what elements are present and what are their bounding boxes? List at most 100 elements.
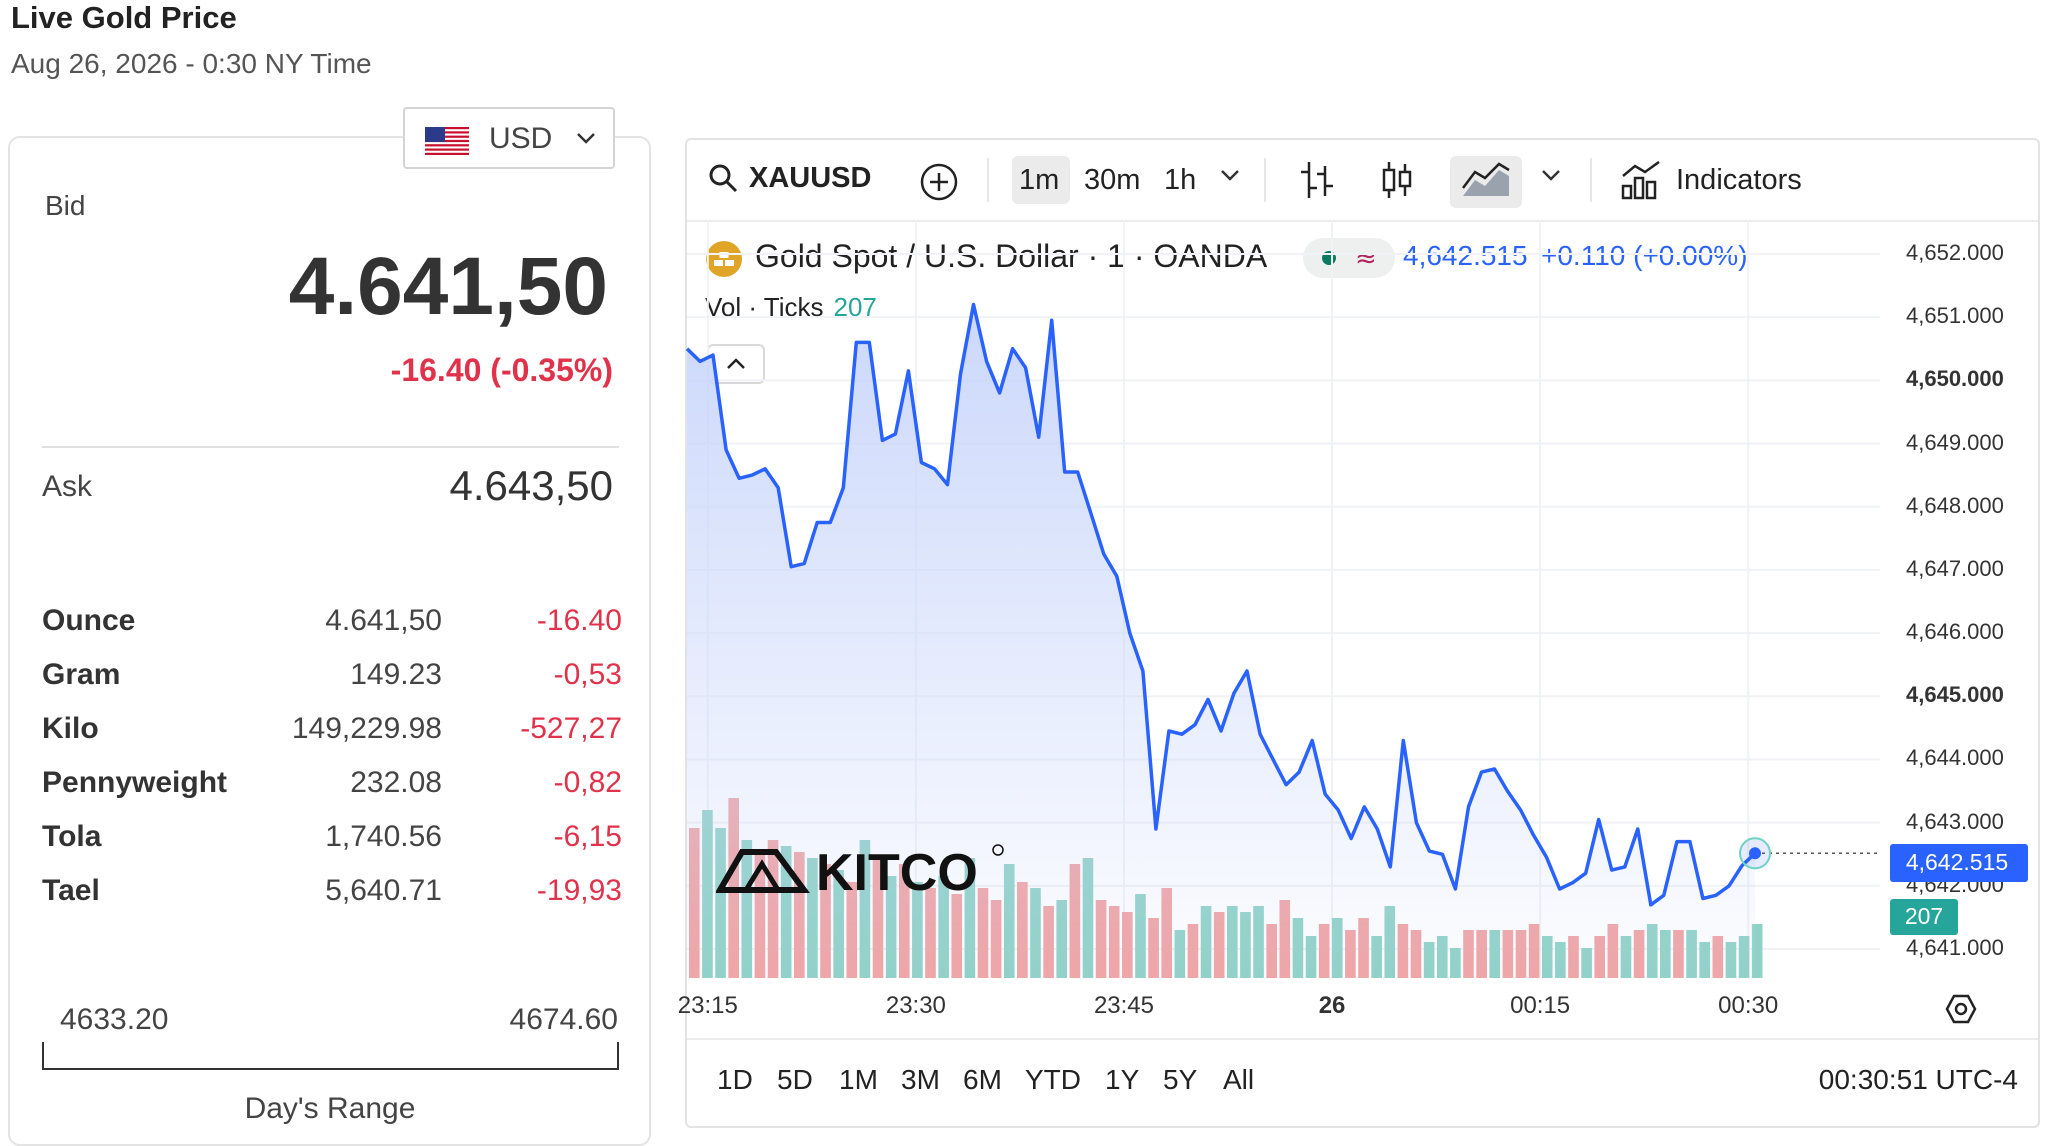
range-1m-button[interactable]: 1M (839, 1064, 878, 1095)
chart-title: Gold Spot / U.S. Dollar · 1 · OANDA (755, 238, 1268, 274)
ask-label: Ask (42, 470, 93, 503)
chart-clock: 00:30:51 UTC-4 (1818, 1064, 2018, 1095)
indicators-button[interactable]: Indicators (1676, 164, 1802, 196)
chevron-up-icon (727, 358, 745, 369)
last-price-tag-label: 4,642.515 (1905, 849, 2009, 875)
last-price-tag: 4,642.515 (1890, 844, 2028, 882)
unit-change: -16.40 (536, 604, 622, 637)
unit-change: -6,15 (553, 820, 622, 853)
x-tick-label: 23:15 (677, 992, 738, 1019)
candles-chart-icon[interactable] (1377, 158, 1417, 202)
area-chart-icon[interactable] (1459, 162, 1513, 202)
unit-row: Tola 1,740.56 -6,15 (42, 820, 622, 860)
price-card (8, 136, 651, 1146)
unit-row: Tael 5,640.71 -19,93 (42, 874, 622, 914)
interval-30m-button[interactable]: 30m (1084, 164, 1141, 196)
currency-select[interactable]: USD (403, 107, 615, 169)
last-price-dot (1749, 847, 1761, 860)
day-range-label: Day's Range (244, 1092, 416, 1125)
page-title: Live Gold Price (11, 0, 237, 35)
x-tick-label: 23:45 (1093, 992, 1154, 1019)
us-flag-icon (425, 127, 469, 155)
kitco-logo: KITCO (716, 844, 1004, 898)
chart-settings-icon[interactable] (1944, 992, 1978, 1026)
legend-last-price: 4,642.515 (1403, 240, 1528, 271)
unit-row: Pennyweight 232.08 -0,82 (42, 766, 622, 806)
indicators-icon[interactable] (1619, 158, 1663, 202)
range-5d-button[interactable]: 5D (777, 1064, 813, 1095)
search-icon[interactable] (707, 162, 739, 194)
unit-name: Ounce (42, 604, 136, 637)
interval-1h-button[interactable]: 1h (1164, 164, 1197, 196)
bars-chart-icon[interactable] (1297, 158, 1337, 202)
unit-row: Ounce 4.641,50 -16.40 (42, 604, 622, 644)
range-1d-button[interactable]: 1D (717, 1064, 753, 1095)
unit-price: 149,229.98 (291, 712, 442, 745)
interval-1m-label[interactable]: 1m (1019, 164, 1060, 196)
range-ytd-button[interactable]: YTD (1025, 1064, 1081, 1095)
range-all-button[interactable]: All (1223, 1064, 1255, 1095)
unit-price: 5,640.71 (325, 874, 442, 907)
range-6m-button[interactable]: 6M (963, 1064, 1002, 1095)
add-symbol-icon[interactable] (919, 162, 959, 202)
unit-price: 4.641,50 (325, 604, 442, 637)
y-tick-label: 4,645.000 (1906, 682, 2004, 708)
y-tick-label: 4,650.000 (1906, 366, 2004, 392)
symbol-search-button[interactable]: XAUUSD (749, 162, 872, 194)
divider (42, 446, 619, 448)
price-area (687, 304, 1755, 978)
range-3m-button[interactable]: 3M (901, 1064, 940, 1095)
unit-row: Gram 149.23 -0,53 (42, 658, 622, 698)
unit-change: -19,93 (536, 874, 622, 907)
interval-1m-button[interactable] (1012, 156, 1070, 204)
range-selector: 1D 5D 1M 3M 6M YTD 1Y 5Y All 00:30:51 UT… (687, 1038, 2038, 1128)
page-subtitle: Aug 26, 2026 - 0:30 NY Time (11, 48, 372, 79)
toolbar-separator (1590, 158, 1592, 202)
price-line (685, 302, 1880, 907)
y-tick-label: 4,648.000 (1906, 492, 2004, 518)
y-tick-label: 4,646.000 (1906, 619, 2004, 645)
unit-name: Gram (42, 658, 121, 691)
toolbar-separator (1264, 158, 1266, 202)
unit-price: 149.23 (350, 658, 442, 691)
bid-label: Bid (45, 190, 86, 221)
unit-change: -0,53 (553, 658, 622, 691)
x-tick-label: 23:30 (885, 992, 946, 1019)
currency-label: USD (489, 122, 553, 155)
chart-toolbar: XAUUSD 1m 30m 1h Indicators (687, 140, 2038, 222)
volume-bar (1751, 924, 1763, 978)
y-tick-label: 4,644.000 (1906, 745, 2004, 771)
y-tick-label: 4,641.000 (1906, 935, 2004, 961)
y-tick-label: 4,647.000 (1906, 555, 2004, 581)
day-range-low: 4633.20 (60, 1003, 169, 1036)
unit-name: Tola (42, 820, 102, 853)
bid-change: -16.40 (-0.35%) (390, 352, 613, 388)
svg-text:≈: ≈ (1355, 244, 1377, 274)
legend-change: +0.110 (+0.00%) (1541, 240, 1748, 271)
unit-price: 1,740.56 (325, 820, 442, 853)
day-range-bar (42, 1042, 619, 1070)
chevron-down-icon[interactable] (1219, 168, 1241, 182)
unit-name: Pennyweight (42, 766, 228, 799)
y-tick-label: 4,652.000 (1906, 239, 2004, 265)
y-tick-label: 4,643.000 (1906, 808, 2004, 834)
unit-name: Tael (42, 874, 100, 907)
unit-change: -527,27 (520, 712, 622, 745)
day-range-high: 4674.60 (509, 1003, 618, 1036)
ask-price: 4.643,50 (449, 462, 614, 509)
chevron-down-icon[interactable] (1540, 168, 1562, 182)
unit-price: 232.08 (350, 766, 442, 799)
unit-row: Kilo 149,229.98 -527,27 (42, 712, 622, 752)
market-status-badge[interactable]: ≈ (1303, 238, 1395, 278)
svg-text:KITCO: KITCO (816, 844, 978, 898)
gold-coin-icon (706, 241, 742, 277)
y-tick-label: 4,649.000 (1906, 429, 2004, 455)
x-tick-label: 00:15 (1510, 992, 1571, 1019)
chevron-down-icon (577, 133, 595, 144)
area-chart-button[interactable] (1450, 156, 1522, 208)
range-5y-button[interactable]: 5Y (1163, 1064, 1198, 1095)
range-1y-button[interactable]: 1Y (1105, 1064, 1140, 1095)
x-tick-label: 00:30 (1718, 992, 1779, 1019)
y-tick-label: 4,651.000 (1906, 303, 2004, 329)
